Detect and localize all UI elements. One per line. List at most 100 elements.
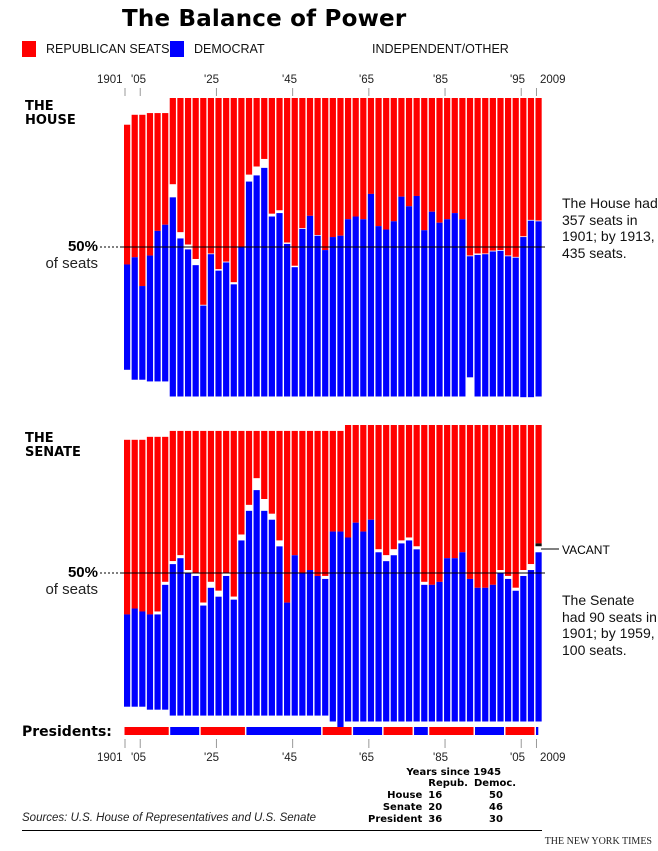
democrat-bar (146, 255, 154, 382)
other-bar (299, 228, 306, 229)
republican-bar (444, 425, 451, 559)
axis-ticks (124, 88, 537, 748)
legend-label-republican: REPUBLICAN SEATS (46, 42, 170, 56)
republican-bar (360, 98, 367, 220)
republican-bar (238, 430, 245, 535)
republican-bar (352, 98, 359, 217)
footer-divider (22, 830, 542, 831)
democrat-bar (428, 211, 435, 397)
democrat-bar (421, 230, 428, 397)
republican-bar (390, 425, 397, 550)
republican-bar (497, 425, 504, 571)
republican-bar (367, 98, 375, 194)
other-bar (322, 575, 329, 579)
top-tick-label: '65 (359, 74, 374, 86)
summary-col-rep: Repub. (428, 778, 468, 789)
republican-bar (352, 425, 359, 523)
republican-bar (284, 430, 291, 603)
other-bar (238, 534, 245, 541)
legend-label-other: INDEPENDENT/OTHER (372, 42, 509, 56)
democrat-bar (405, 206, 413, 397)
republican-bar (162, 436, 169, 582)
other-bar (413, 546, 420, 550)
republican-bar (459, 425, 466, 553)
other-bar (162, 581, 169, 585)
republican-bar (505, 425, 512, 576)
democrat-bar (535, 552, 542, 722)
democrat-bar (146, 614, 154, 710)
top-tick-label: 2009 (540, 74, 566, 86)
democrat-bar (352, 216, 359, 397)
republican-bar (223, 98, 230, 262)
democrat-bar (489, 251, 496, 397)
democrat-bar (238, 540, 245, 716)
other-bar (177, 555, 184, 559)
democrat-bar (314, 235, 321, 397)
democrat-bar (436, 222, 443, 397)
other-bar (215, 590, 222, 597)
republican-bar (124, 439, 131, 615)
other-bar (230, 282, 237, 285)
republican-bar (436, 98, 443, 223)
republican-bar (466, 98, 474, 256)
other-bar (154, 611, 161, 615)
democrat-bar (459, 552, 466, 722)
republican-bar (146, 113, 154, 256)
republican-bar (184, 430, 192, 571)
republican-bar (291, 98, 298, 266)
democrat-bar (276, 213, 283, 397)
republican-bar (520, 98, 527, 237)
republican-bar (360, 425, 367, 532)
other-bar (207, 253, 215, 255)
president-segment-republican (429, 727, 474, 735)
republican-bar (390, 98, 397, 222)
democrat-bar (451, 558, 458, 722)
republican-bar (375, 98, 382, 227)
democrat-bar (360, 531, 367, 722)
other-bar (261, 499, 268, 511)
summary-col-dem: Democ. (473, 778, 517, 789)
other-bar (192, 258, 199, 266)
other-bar (497, 570, 504, 573)
other-bar (169, 561, 176, 565)
democrat-bar (162, 584, 169, 710)
republican-bar (261, 98, 268, 159)
democrat-bar (444, 558, 451, 722)
top-tick-label: '45 (282, 74, 297, 86)
republican-bar (344, 425, 352, 538)
president-segment-republican (322, 727, 352, 735)
democrat-bar (276, 546, 283, 716)
republican-bar (238, 98, 245, 247)
democrat-bar (253, 175, 260, 397)
republican-bar (489, 98, 496, 251)
democrat-bar (444, 219, 451, 397)
republican-bar (230, 98, 237, 283)
democrat-bar (177, 238, 184, 397)
democrat-bar (299, 573, 306, 716)
bottom-tick-label: '85 (433, 752, 448, 764)
republican-bar (505, 98, 512, 256)
president-segment-republican (124, 727, 169, 735)
other-bar (398, 540, 405, 544)
democrat-bar (245, 181, 253, 397)
democrat-bar (390, 221, 397, 397)
other-bar (390, 549, 397, 556)
republican-bar (192, 430, 199, 573)
republican-bar (375, 425, 382, 550)
democrat-bar (154, 230, 161, 382)
democrat-bar (459, 219, 466, 397)
president-bars (124, 727, 539, 735)
other-bar (520, 236, 527, 238)
legend-swatch-republican (22, 41, 36, 57)
summary-table: Years since 1945 Repub. Democ. House 16 … (365, 767, 519, 826)
republican-bar (177, 430, 184, 556)
republican-bar (139, 439, 146, 612)
other-bar (383, 555, 390, 562)
democrat-bar (154, 614, 161, 710)
democrat-bar (489, 584, 496, 722)
republican-bar (253, 430, 260, 479)
republican-bar (489, 425, 496, 585)
chart-title: The Balance of Power (122, 6, 407, 32)
democrat-bar (367, 193, 375, 397)
democrat-bar (322, 250, 329, 397)
